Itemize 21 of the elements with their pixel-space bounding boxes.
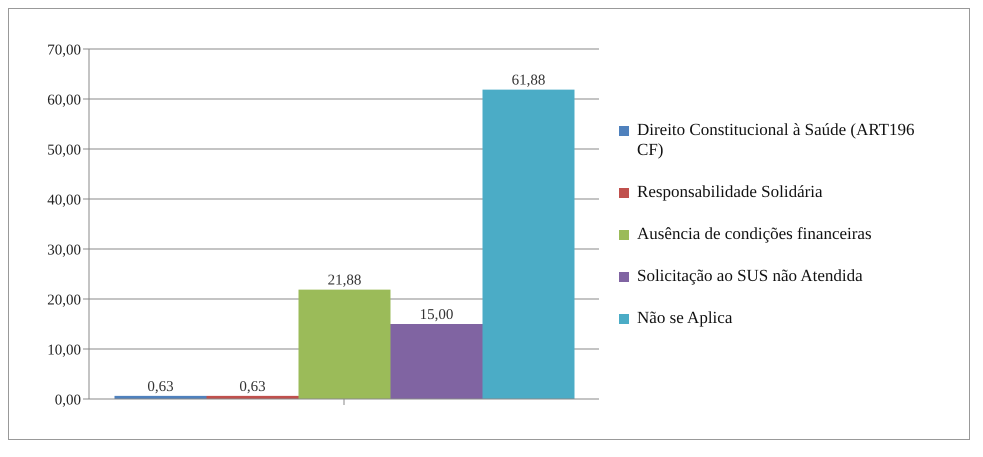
bar — [482, 90, 574, 399]
y-tick-label: 60,00 — [47, 92, 81, 108]
y-tick-label: 50,00 — [47, 142, 81, 158]
bar — [390, 324, 482, 399]
y-tick-label: 10,00 — [47, 342, 81, 358]
y-tick-label: 30,00 — [47, 242, 81, 258]
data-label: 21,88 — [328, 272, 362, 289]
legend-label: Responsabilidade Solidária — [637, 182, 823, 202]
y-tick-label: 70,00 — [47, 42, 81, 58]
y-tick-label: 20,00 — [47, 292, 81, 308]
bar — [298, 290, 390, 399]
data-label: 15,00 — [420, 307, 454, 323]
data-label: 0,63 — [147, 378, 174, 395]
legend-label: Solicitação ao SUS não Atendida — [637, 266, 863, 286]
data-label: 0,63 — [239, 378, 266, 395]
y-tick-label: 40,00 — [47, 192, 81, 208]
legend-label: Não se Aplica — [637, 308, 732, 328]
y-tick-label: 0,00 — [54, 392, 81, 408]
legend-label: Direito Constitucional à Saúde (ART196 CF) — [637, 120, 916, 160]
legend-label: Ausência de condições financeiras — [637, 224, 872, 244]
data-label: 61,88 — [512, 72, 546, 89]
